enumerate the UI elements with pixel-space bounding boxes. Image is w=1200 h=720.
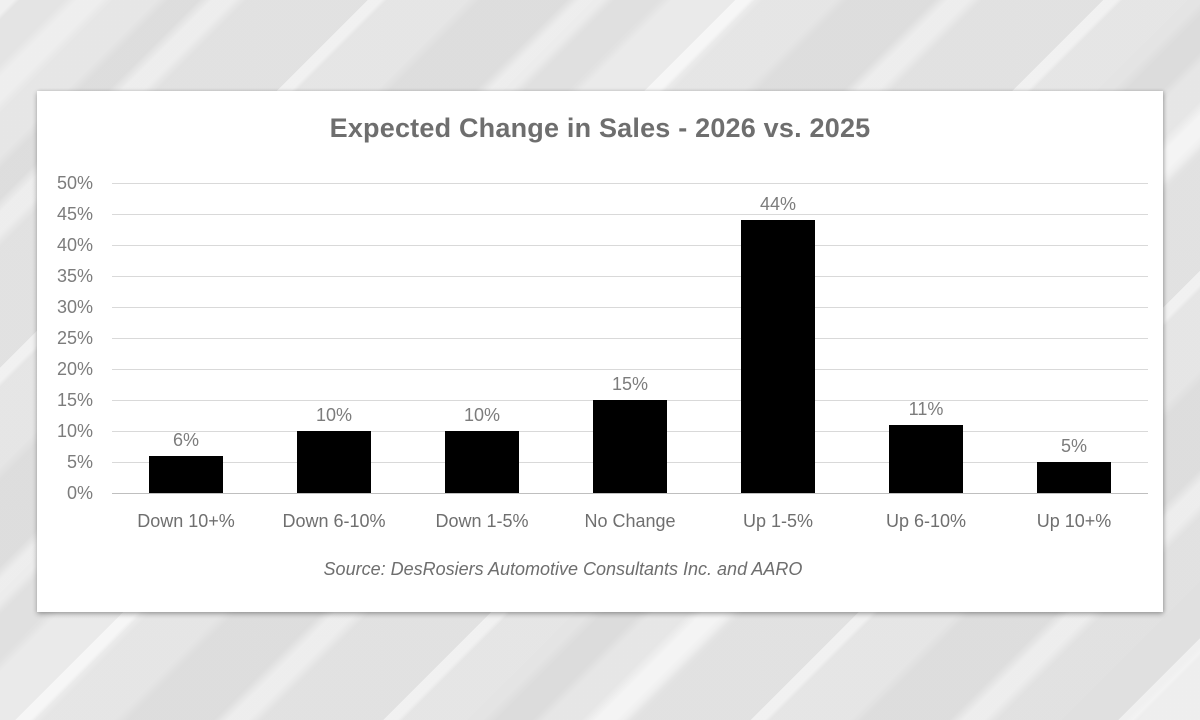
y-tick-label-0%: 0% (66, 483, 93, 503)
x-tick-label-Down 10+%: Down 10+% (137, 511, 235, 531)
gridline-45% (112, 213, 1148, 215)
bar-Up 1-5% (741, 220, 815, 493)
x-axis: Down 10+% Down 6-10% Down 1-5% No Change Up … (112, 511, 1148, 531)
x-tick-label-Up 6-10%: Up 6-10% (885, 511, 967, 531)
y-tick-label-25%: 25% (56, 328, 93, 348)
chart-card: Expected Change in Sales - 2026 vs. 2025… (37, 91, 1163, 612)
bar-value-label: 15% (611, 374, 649, 394)
bar-slot-Up 1-5%: 44% (704, 183, 852, 493)
bar-Down 10+% (149, 455, 223, 493)
bar-Up 6-10% (889, 424, 963, 493)
bar-value-label: 6% (172, 429, 199, 450)
y-tick-label-50%: 50% (56, 173, 93, 193)
bar-value-label: 10% (315, 405, 353, 425)
gridline-0% (112, 492, 1148, 494)
y-tick-label-40%: 40% (56, 235, 93, 255)
bar-slot-Up 10+%: 5% (1000, 183, 1148, 493)
bar-slot-Down 6-10%: 10% (260, 183, 408, 493)
x-tick-label-Up 1-5%: Up 1-5% (742, 511, 814, 531)
bar-value-label: 11% (908, 398, 944, 419)
bar-slot-Up 6-10%: 11% (852, 183, 1000, 493)
x-tick-label-No Change: No Change (584, 511, 676, 531)
gridline-30% (112, 306, 1148, 308)
bar-Down 6-10% (297, 431, 371, 493)
x-tick-label-Down 6-10%: Down 6-10% (282, 511, 386, 531)
y-tick-label-10%: 10% (56, 421, 93, 441)
y-tick-label-5%: 5% (66, 452, 93, 472)
x-tick-label-Down 1-5%: Down 1-5% (435, 511, 529, 531)
bar-Down 1-5% (445, 431, 519, 493)
y-tick-label-45%: 45% (56, 204, 93, 224)
source-note: Source: DesRosiers Automotive Consultant… (323, 559, 803, 579)
chart-title: Expected Change in Sales - 2026 vs. 2025 (329, 113, 871, 143)
y-tick-label-30%: 30% (56, 297, 93, 317)
plot-area: 6% 10% 10% 15% 44% 11% 5% (112, 182, 1148, 494)
bar-No Change (593, 400, 667, 493)
bar-value-label: 10% (463, 405, 501, 425)
y-tick-label-35%: 35% (56, 266, 93, 286)
bar-value-label: 44% (759, 194, 797, 215)
gridline-40% (112, 244, 1148, 246)
y-tick-label-20%: 20% (56, 359, 93, 379)
bars-row: 6% 10% 10% 15% 44% 11% 5% (112, 183, 1148, 493)
y-tick-label-15%: 15% (56, 390, 93, 410)
bar-slot-Down 10+%: 6% (112, 183, 260, 493)
bar-value-label: 5% (1060, 436, 1087, 456)
gridline-25% (112, 337, 1148, 339)
gridline-35% (112, 275, 1148, 277)
y-axis: 0% 5% 10% 15% 20% 25% 30% 35% 40% 45% 50% (37, 174, 93, 502)
bar-slot-Down 1-5%: 10% (408, 183, 556, 493)
bar-Up 10+% (1037, 462, 1111, 493)
gridline-50% (112, 182, 1148, 184)
gridline-20% (112, 368, 1148, 370)
x-tick-label-Up 10+%: Up 10+% (1036, 511, 1112, 531)
bar-slot-No Change: 15% (556, 183, 704, 493)
